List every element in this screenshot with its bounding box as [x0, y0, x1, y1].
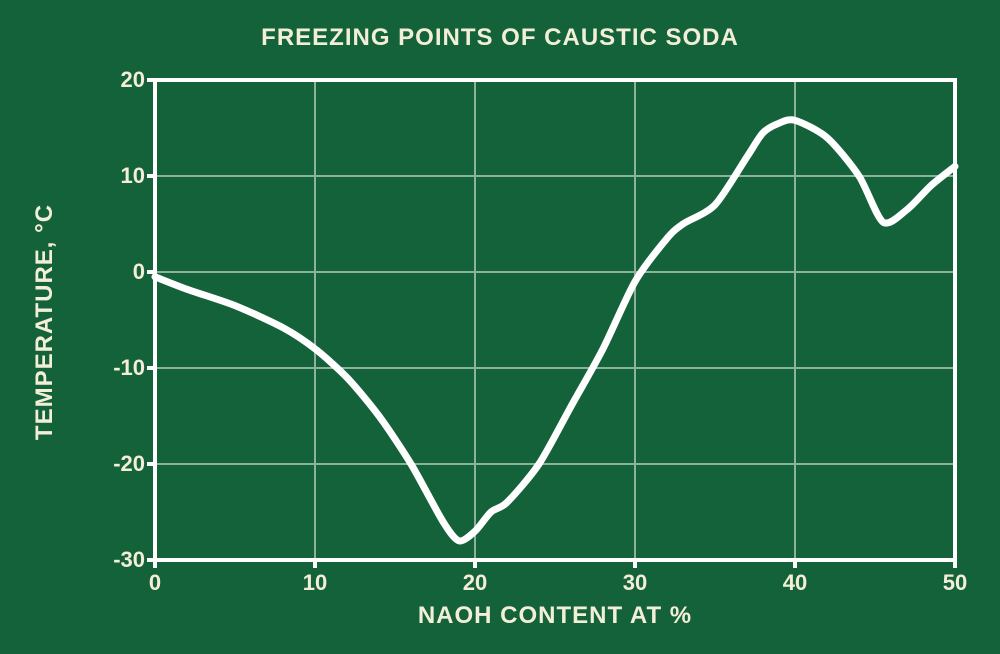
x-axis-label: NAOH CONTENT AT %: [155, 602, 955, 630]
plot-area: [155, 80, 955, 560]
y-axis-label: TEMPERATURE, °C: [31, 122, 59, 522]
x-tick-label: 40: [765, 570, 825, 596]
chart-container: FREEZING POINTS OF CAUSTIC SODA TEMPERAT…: [0, 0, 1000, 654]
x-tick-label: 10: [285, 570, 345, 596]
x-tick-label: 30: [605, 570, 665, 596]
x-tick-label: 50: [925, 570, 985, 596]
y-tick-label: 0: [85, 259, 145, 285]
y-tick-label: 20: [85, 67, 145, 93]
y-tick-label: -10: [85, 355, 145, 381]
y-tick-label: 10: [85, 163, 145, 189]
y-tick-label: -20: [85, 451, 145, 477]
x-tick-label: 0: [125, 570, 185, 596]
chart-title: FREEZING POINTS OF CAUSTIC SODA: [0, 24, 1000, 52]
x-tick-label: 20: [445, 570, 505, 596]
